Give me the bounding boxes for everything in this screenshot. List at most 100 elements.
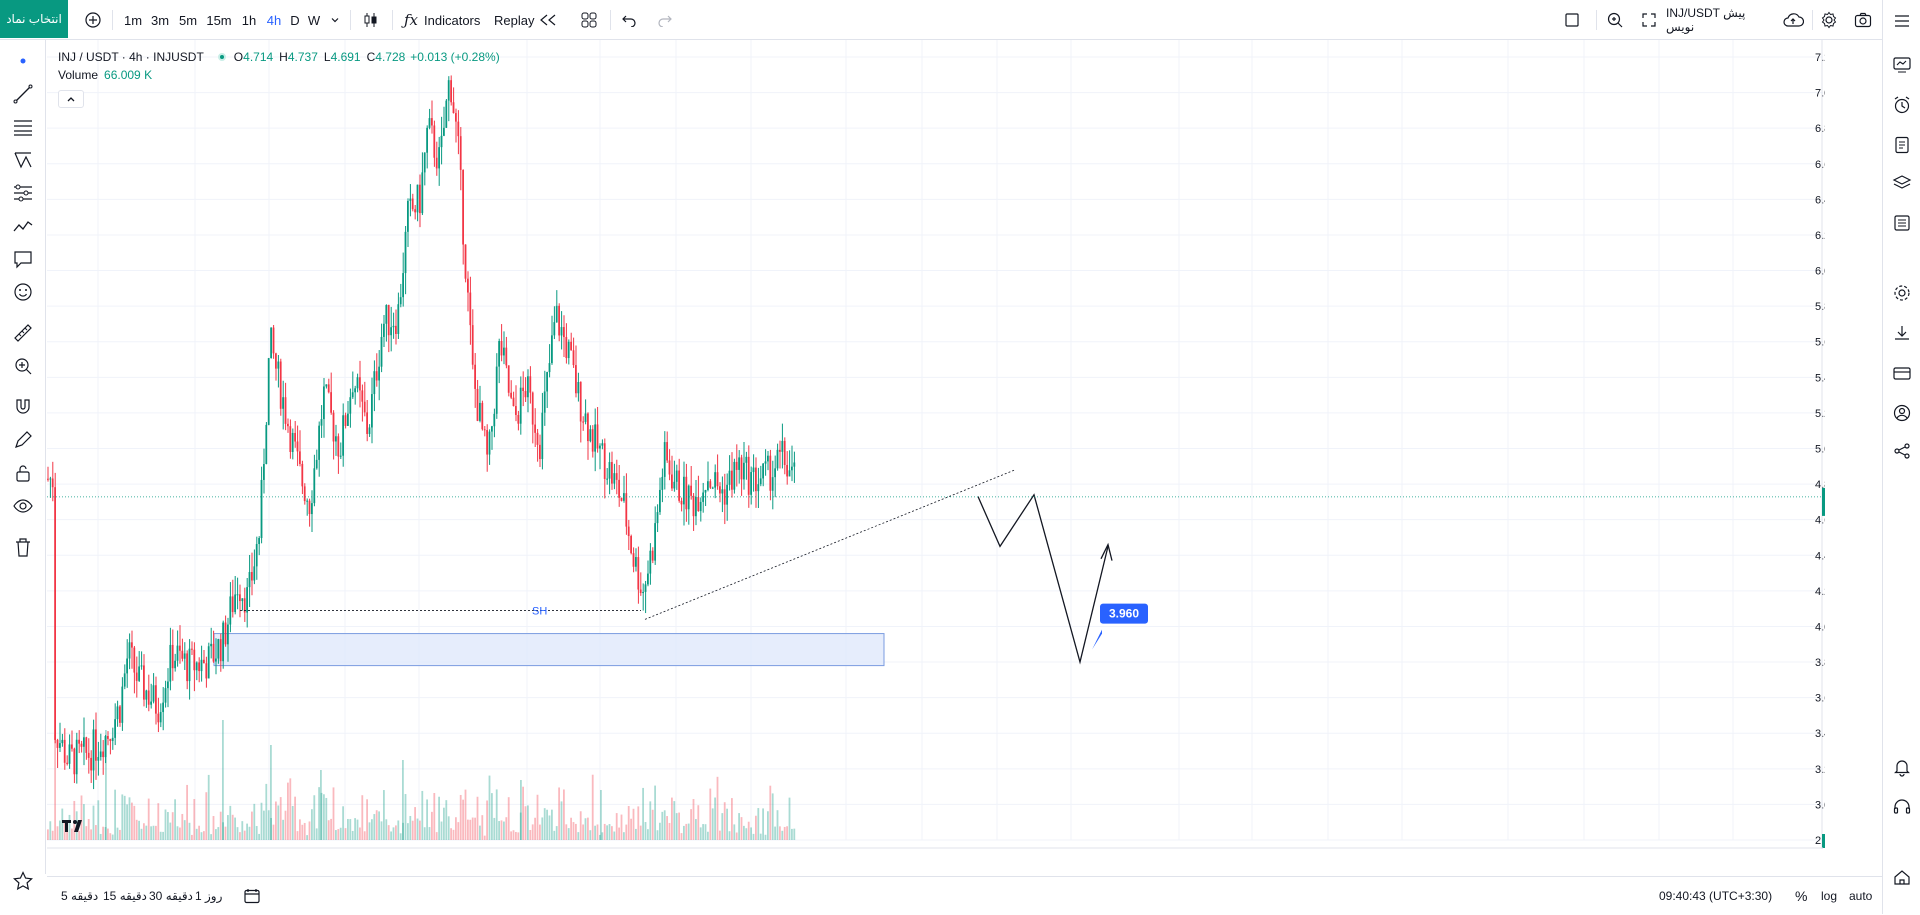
volume-bar bbox=[625, 824, 628, 840]
date-range-button[interactable] bbox=[243, 877, 261, 915]
quick-search-button[interactable] bbox=[1602, 0, 1628, 40]
interval-1m[interactable]: 1m bbox=[123, 12, 143, 28]
favorites-tool[interactable] bbox=[8, 866, 38, 896]
news-button[interactable] bbox=[1887, 208, 1917, 238]
interval-1h[interactable]: 1h bbox=[241, 12, 257, 28]
layout-name[interactable]: INJ/USDT پیش نویس bbox=[1666, 6, 1746, 34]
candle-body bbox=[363, 401, 366, 413]
range-30-minutes[interactable]: 30 دقیقه bbox=[149, 889, 193, 903]
stay-drawing-tool[interactable] bbox=[8, 425, 38, 455]
price-chart[interactable]: SH 3.960 7.200 7.000 6.800 6.600 6.400 6.200 6.… bbox=[47, 40, 1825, 849]
undo-button[interactable] bbox=[616, 0, 642, 40]
replay-button[interactable]: Replay bbox=[494, 0, 566, 40]
watchlist-button[interactable] bbox=[1887, 50, 1917, 80]
interval-4h[interactable]: 4h bbox=[266, 12, 282, 28]
volume-spike bbox=[222, 720, 224, 840]
range-15-minutes[interactable]: 15 دقیقه bbox=[103, 889, 147, 903]
volume-bar bbox=[539, 824, 541, 840]
volume-bar bbox=[555, 826, 558, 840]
tradingview-logo[interactable] bbox=[60, 816, 90, 836]
share-button[interactable] bbox=[1887, 436, 1917, 466]
percent-toggle[interactable]: % bbox=[1795, 888, 1808, 904]
measure-tool[interactable] bbox=[8, 318, 38, 348]
interval-3m[interactable]: 3m bbox=[150, 12, 170, 28]
fullscreen-button[interactable] bbox=[1636, 0, 1662, 40]
object-tree-button[interactable] bbox=[1887, 168, 1917, 198]
legend-collapse-button[interactable] bbox=[58, 90, 84, 108]
indicators-button[interactable]: ƒx Indicators bbox=[404, 0, 488, 40]
log-toggle[interactable]: log bbox=[1821, 889, 1838, 903]
compare-add-button[interactable] bbox=[80, 0, 106, 40]
replay-label: Replay bbox=[494, 12, 535, 28]
toolbar-divider bbox=[392, 10, 393, 30]
notifications-button[interactable] bbox=[1887, 752, 1917, 782]
trendline-tool[interactable] bbox=[8, 79, 38, 109]
fullscreen-frame-button[interactable] bbox=[1560, 0, 1584, 40]
price-tick-label: 6.400 bbox=[1815, 194, 1825, 206]
interval-5m[interactable]: 5m bbox=[178, 12, 198, 28]
brush-tool[interactable] bbox=[8, 211, 38, 241]
lock-drawings-tool[interactable] bbox=[8, 458, 38, 488]
volume-bar bbox=[673, 801, 676, 840]
zoom-tool[interactable] bbox=[8, 351, 38, 381]
candle-body bbox=[315, 459, 318, 469]
pattern-tool[interactable] bbox=[8, 145, 38, 175]
wallet-button[interactable] bbox=[1887, 358, 1917, 388]
candle-body bbox=[488, 431, 491, 455]
candle-body bbox=[332, 412, 335, 442]
interval-dropdown[interactable] bbox=[326, 0, 344, 40]
volume-bar bbox=[608, 824, 611, 840]
volume-bar bbox=[459, 794, 462, 840]
notes-button[interactable] bbox=[1887, 130, 1917, 160]
chart-type-button[interactable] bbox=[358, 0, 384, 40]
interval-D[interactable]: D bbox=[290, 12, 300, 28]
symbol-title[interactable]: INJ / USDT · 4h · INJUSDT bbox=[58, 50, 204, 64]
candle-body bbox=[308, 500, 311, 515]
hide-drawings-tool[interactable] bbox=[8, 491, 38, 521]
cursor-tool[interactable] bbox=[8, 46, 38, 76]
volume-bar bbox=[85, 826, 88, 840]
alerts-button[interactable] bbox=[1887, 90, 1917, 120]
fib-tool[interactable] bbox=[8, 112, 38, 142]
chart-legend: INJ / USDT · 4h · INJUSDT O 4.714 H 4.737 … bbox=[58, 48, 500, 84]
candle-body bbox=[419, 184, 421, 214]
volume-bar bbox=[793, 828, 796, 840]
support-button[interactable] bbox=[1887, 792, 1917, 822]
candle-body bbox=[476, 388, 479, 421]
magnet-tool[interactable] bbox=[8, 392, 38, 422]
chart-settings-button[interactable] bbox=[1887, 278, 1917, 308]
range-1-day[interactable]: 1 روز bbox=[195, 889, 223, 903]
volume-bar bbox=[299, 819, 301, 840]
volume-bar bbox=[159, 831, 162, 840]
text-tool[interactable] bbox=[8, 244, 38, 274]
profile-button[interactable] bbox=[1887, 398, 1917, 428]
symbol-search-button[interactable]: انتخاب نماد bbox=[0, 0, 68, 38]
menu-button[interactable] bbox=[1887, 6, 1917, 36]
candle-body bbox=[414, 209, 416, 213]
candle-body bbox=[510, 392, 512, 398]
candle-body bbox=[709, 481, 712, 488]
auto-toggle[interactable]: auto bbox=[1849, 889, 1873, 903]
interval-15m[interactable]: 15m bbox=[206, 12, 232, 28]
home-button[interactable] bbox=[1887, 862, 1917, 892]
download-button[interactable] bbox=[1887, 318, 1917, 348]
volume-bar bbox=[219, 811, 222, 840]
snapshot-button[interactable] bbox=[1850, 0, 1876, 40]
close-value: 4.728 bbox=[375, 50, 406, 64]
cloud-save-button[interactable] bbox=[1780, 0, 1806, 40]
remove-drawings-tool[interactable] bbox=[8, 532, 38, 562]
toolbar-divider bbox=[350, 10, 351, 30]
candle-body bbox=[150, 701, 152, 705]
candle-body bbox=[719, 486, 721, 494]
candle-body bbox=[51, 478, 54, 488]
clock-timezone[interactable]: 09:40:43 (UTC+3:30) bbox=[1659, 889, 1773, 903]
layout-button[interactable] bbox=[576, 0, 602, 40]
interval-W[interactable]: W bbox=[307, 12, 321, 28]
range-5-minutes[interactable]: 5 دقیقه bbox=[61, 889, 99, 903]
redo-button[interactable] bbox=[652, 0, 678, 40]
candle-body bbox=[109, 738, 112, 742]
settings-button[interactable] bbox=[1816, 0, 1842, 40]
prediction-tool[interactable] bbox=[8, 178, 38, 208]
candle-body bbox=[668, 460, 671, 475]
emoji-tool[interactable] bbox=[8, 277, 38, 307]
